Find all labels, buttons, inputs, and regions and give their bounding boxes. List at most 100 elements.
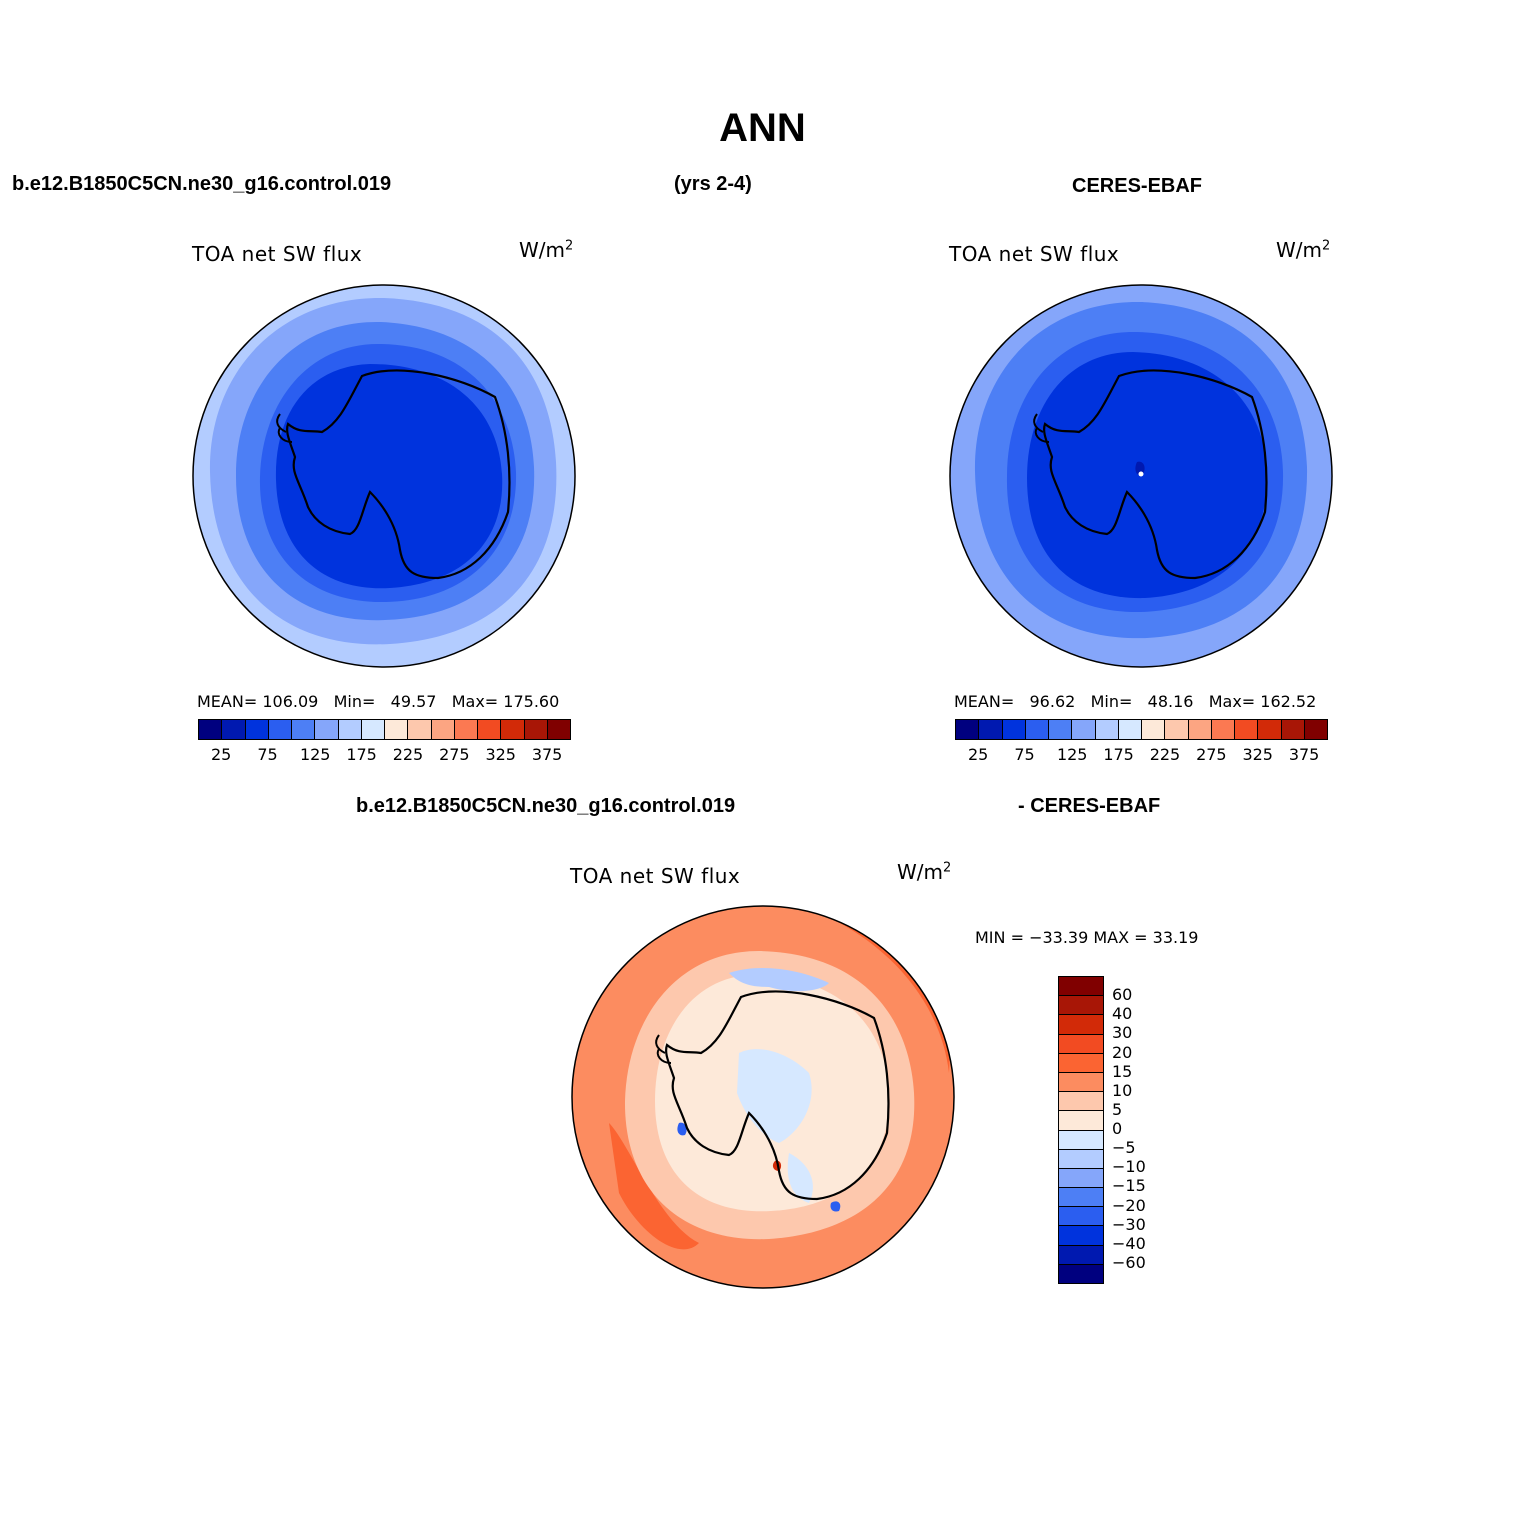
colorbar-tick-label: 25 [211, 745, 232, 764]
colorbar-tick-label: 325 [1242, 745, 1273, 764]
diff-colorbar-swatch [1059, 1072, 1103, 1093]
colorbar-swatch [199, 720, 223, 739]
colorbar-tick-label: 175 [346, 745, 377, 764]
panel-obs-map [949, 284, 1333, 668]
colorbar-swatch [315, 720, 339, 739]
diff-colorbar-swatch [1059, 1168, 1103, 1189]
diff-colorbar-swatch [1059, 1034, 1103, 1054]
colorbar-tick-label: 225 [392, 745, 424, 764]
colorbar-swatch [1235, 720, 1259, 739]
panel-model-colorbar-labels: 25 75 125 175 225 275 325 375 [198, 745, 569, 765]
colorbar-swatch [1142, 720, 1166, 739]
diff-colorbar-swatch [1059, 1245, 1103, 1265]
panel-diff-title: TOA net SW flux [570, 864, 741, 888]
panel-diff-minmax: MIN = −33.39 MAX = 33.19 [975, 928, 1199, 947]
diff-colorbar-swatch [1059, 1207, 1103, 1227]
diff-case-name: b.e12.B1850C5CN.ne30_g16.control.019 [356, 795, 736, 817]
main-title: ANN [719, 106, 806, 150]
panel-obs-units: W/m2 [1276, 238, 1331, 262]
colorbar-swatch [1072, 720, 1096, 739]
colorbar-swatch [1281, 720, 1305, 739]
years-label: (yrs 2-4) [674, 173, 752, 195]
diff-colorbar-tick-label: −60 [1112, 1252, 1146, 1272]
colorbar-tick-label: 275 [1196, 745, 1227, 764]
diff-colorbar-tick-label: 60 [1112, 985, 1133, 1005]
colorbar-swatch [1095, 720, 1119, 739]
colorbar-swatch [454, 720, 478, 739]
panel-diff-units: W/m2 [897, 860, 952, 884]
colorbar-swatch [1002, 720, 1026, 739]
colorbar-tick-label: 225 [1149, 745, 1181, 764]
diff-colorbar-swatch [1059, 996, 1103, 1016]
diff-colorbar-swatch [1059, 1092, 1103, 1112]
colorbar-tick-label: 125 [299, 745, 331, 764]
panel-model-stats: MEAN= 106.09 Min= 49.57 Max= 175.60 [197, 692, 560, 711]
diff-colorbar-tick-label: −40 [1112, 1233, 1146, 1253]
colorbar-tick-label: 75 [1014, 745, 1035, 764]
case-name: b.e12.B1850C5CN.ne30_g16.control.019 [12, 173, 392, 195]
diff-colorbar-swatch [1059, 977, 1103, 997]
colorbar-swatch [1211, 720, 1235, 739]
colorbar-swatch [547, 720, 570, 739]
colorbar-swatch [338, 720, 362, 739]
colorbar-swatch [1304, 720, 1327, 739]
diff-colorbar-swatch [1059, 1226, 1103, 1246]
diff-colorbar-tick-label: 40 [1112, 1004, 1133, 1024]
colorbar-swatch [222, 720, 246, 739]
diff-colorbar-tick-label: −10 [1112, 1157, 1146, 1177]
colorbar-swatch [292, 720, 316, 739]
panel-model-map [192, 284, 576, 668]
colorbar-swatch [1025, 720, 1049, 739]
colorbar-swatch [361, 720, 385, 739]
diff-colorbar-swatch [1059, 1111, 1103, 1131]
diff-colorbar-tick-label: 20 [1112, 1042, 1133, 1062]
colorbar-swatch [268, 720, 292, 739]
colorbar-swatch [245, 720, 269, 739]
panel-obs-colorbar-labels: 25 75 125 175 225 275 325 375 [955, 745, 1326, 765]
diff-colorbar-tick-label: −20 [1112, 1195, 1146, 1215]
panel-diff-map [571, 905, 955, 1289]
colorbar-tick-label: 375 [531, 745, 563, 764]
panel-model-title: TOA net SW flux [192, 242, 363, 266]
diff-colorbar-swatch [1059, 1264, 1103, 1283]
colorbar-tick-label: 125 [1056, 745, 1088, 764]
colorbar-swatch [408, 720, 432, 739]
diff-obs-name: - CERES-EBAF [1018, 795, 1161, 817]
diff-colorbar-tick-label: 15 [1112, 1061, 1133, 1081]
colorbar-swatch [501, 720, 525, 739]
colorbar-swatch [478, 720, 502, 739]
colorbar-tick-label: 275 [439, 745, 470, 764]
colorbar-swatch [524, 720, 548, 739]
diff-colorbar-tick-label: 0 [1112, 1119, 1123, 1138]
diff-colorbar-swatch [1059, 1188, 1103, 1208]
colorbar-swatch [979, 720, 1003, 739]
colorbar-swatch [1165, 720, 1189, 739]
colorbar-swatch [431, 720, 455, 739]
panel-model-colorbar [198, 719, 571, 740]
panel-diff-colorbar-labels: 60 40 30 20 15 10 5 0 −5 −10 −15 −20 −30 −40 −60 [1112, 976, 1172, 1282]
colorbar-swatch [1258, 720, 1282, 739]
diff-colorbar-swatch [1059, 1015, 1103, 1035]
colorbar-swatch [385, 720, 409, 739]
colorbar-swatch [1118, 720, 1142, 739]
colorbar-swatch [1049, 720, 1073, 739]
colorbar-tick-label: 375 [1288, 745, 1320, 764]
diff-colorbar-tick-label: −5 [1112, 1138, 1136, 1158]
diff-colorbar-swatch [1059, 1053, 1103, 1073]
panel-obs-stats: MEAN= 96.62 Min= 48.16 Max= 162.52 [954, 692, 1317, 711]
panel-diff-colorbar [1058, 976, 1104, 1284]
panel-obs-title: TOA net SW flux [949, 242, 1120, 266]
colorbar-tick-label: 25 [968, 745, 989, 764]
obs-name: CERES-EBAF [1072, 175, 1203, 197]
diff-colorbar-tick-label: 10 [1112, 1080, 1133, 1100]
diff-colorbar-swatch [1059, 1149, 1103, 1169]
colorbar-tick-label: 75 [257, 745, 278, 764]
diff-colorbar-swatch [1059, 1130, 1103, 1150]
diff-colorbar-tick-label: 30 [1112, 1023, 1133, 1043]
panel-obs-colorbar [955, 719, 1328, 740]
colorbar-swatch [1188, 720, 1212, 739]
diff-colorbar-tick-label: −30 [1112, 1214, 1146, 1234]
colorbar-tick-label: 175 [1103, 745, 1134, 764]
diff-colorbar-tick-label: 5 [1112, 1099, 1123, 1119]
panel-model-units: W/m2 [519, 238, 574, 262]
